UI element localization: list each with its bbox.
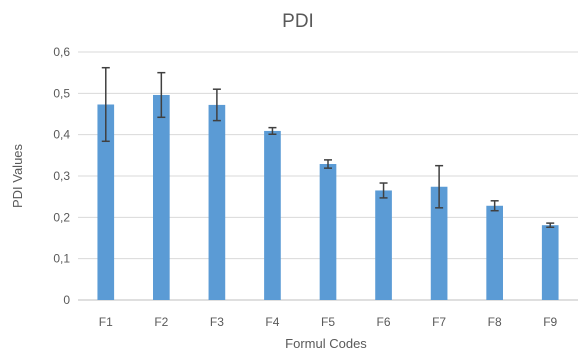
x-axis-label: Formul Codes [285, 336, 367, 351]
y-tick-label: 0,5 [53, 86, 70, 100]
x-tick-label: F7 [432, 315, 446, 329]
error-bar-f1 [101, 66, 110, 143]
error-bar-f8 [490, 200, 499, 212]
y-tick-label: 0,3 [53, 169, 70, 183]
error-bar-f6 [379, 182, 388, 199]
bar-f2 [153, 94, 170, 300]
y-tick-label: 0,1 [53, 252, 70, 266]
y-axis-ticks: 0 0,1 0,2 0,3 0,4 0,5 0,6 [53, 45, 70, 307]
error-bars [101, 66, 555, 229]
bar-f9 [541, 225, 559, 300]
bar-f6 [375, 190, 392, 300]
error-bar-f7 [435, 164, 444, 209]
x-tick-label: F5 [321, 315, 335, 329]
x-tick-label: F8 [488, 315, 502, 329]
bar-series [97, 94, 559, 300]
y-axis-label: PDI Values [10, 143, 25, 208]
error-bar-f3 [212, 88, 221, 122]
y-tick-label: 0,6 [53, 45, 70, 59]
error-bar-f5 [324, 159, 332, 169]
bar-f4 [264, 130, 281, 300]
error-bar-f4 [268, 126, 277, 136]
y-tick-label: 0 [63, 293, 70, 307]
x-tick-label: F2 [154, 315, 168, 329]
x-tick-label: F4 [265, 315, 279, 329]
bar-f3 [208, 104, 226, 300]
x-axis-ticks: F1 F2 F3 F4 F5 F6 F7 F8 F9 [99, 315, 558, 329]
x-tick-label: F9 [543, 315, 557, 329]
y-tick-label: 0,4 [53, 128, 70, 142]
bar-f7 [430, 186, 448, 300]
bar-f8 [486, 205, 503, 300]
error-bar-f2 [157, 71, 166, 119]
chart-title: PDI [282, 11, 314, 32]
y-tick-label: 0,2 [53, 210, 70, 224]
x-tick-label: F3 [210, 315, 224, 329]
x-tick-label: F6 [377, 315, 391, 329]
bar-f5 [319, 164, 337, 300]
bar-f1 [97, 104, 115, 300]
x-tick-label: F1 [99, 315, 113, 329]
error-bar-f9 [546, 222, 555, 229]
